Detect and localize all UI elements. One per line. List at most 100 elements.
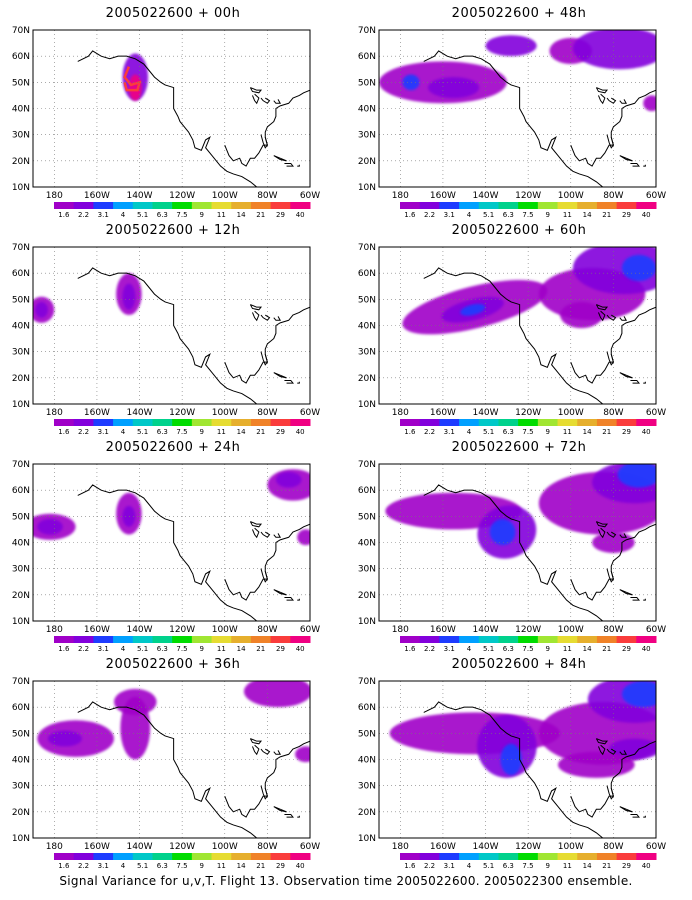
colorbar-swatch [400,853,421,860]
colorbar-label: 40 [296,428,305,434]
lat-tick-label: 50N [12,512,30,522]
colorbar-label: 40 [296,862,305,868]
colorbar-swatch [498,636,519,643]
coastline [606,785,614,800]
colorbar-swatch [419,419,440,426]
colorbar-label: 7.5 [176,645,187,651]
lat-tick-label: 30N [358,131,376,141]
map-frame [378,246,657,405]
colorbar-label: 40 [296,645,305,651]
coastline [643,381,646,384]
map-canvas: 70N 60N 50N 40N 30N 20N 10N 180 160W 140W 120W 100W… [12,677,320,868]
coastline [224,523,310,601]
map-frame [378,463,657,622]
lon-tick-label: 120W [515,842,541,852]
map-frame [32,246,311,405]
coastline [598,310,606,322]
colorbar-swatch [290,419,311,426]
coastline [260,531,271,538]
colorbar-swatch [231,202,252,209]
colorbar-label: 1.6 [58,211,70,217]
colorbar-label: 7.5 [522,862,533,868]
colorbar-swatch [270,419,291,426]
variance-contour [243,681,310,708]
colorbar-label: 4 [467,428,472,434]
colorbar-label: 4 [467,211,472,217]
colorbar-label: 9 [545,428,549,434]
colorbar-label: 2.2 [424,428,435,434]
lat-tick-label: 30N [358,348,376,358]
variance-contour [621,254,656,282]
colorbar-label: 21 [256,645,265,651]
coastline [606,97,617,104]
lat-tick-label: 40N [358,756,376,766]
lon-tick-label: 60W [646,191,666,201]
colorbar-label: 29 [276,862,285,868]
colorbar-label: 14 [237,211,246,217]
colorbar-swatch [132,202,153,209]
colorbar-label: 21 [602,645,611,651]
variance-contour [297,529,310,546]
colorbar-label: 2.2 [78,862,89,868]
coastline [630,162,641,167]
lat-tick-label: 40N [12,539,30,549]
coastline [249,87,263,94]
colorbar-swatch [439,636,460,643]
colorbar-swatch [113,202,134,209]
map-panel-36h: 70N 60N 50N 40N 30N 20N 10N 180 160W 140W 120W 100W… [0,651,346,868]
colorbar-swatch [73,419,94,426]
coastline [423,50,610,187]
lat-tick-label: 50N [12,729,30,739]
coastline [423,484,610,621]
lat-tick-label: 20N [358,591,376,601]
lat-tick-label: 70N [12,677,30,687]
lat-tick-label: 60N [358,703,376,713]
lon-tick-label: 180 [46,842,63,852]
lon-tick-label: 80W [257,408,277,418]
colorbar-label: 14 [583,862,592,868]
variance-contour [557,751,635,778]
panel-title: 2005022600 + 36h [105,657,241,672]
coastline [643,598,646,601]
colorbar-swatch [211,202,232,209]
colorbar-swatch [596,636,618,643]
colorbar-swatch [73,636,94,643]
lon-tick-label: 140W [472,842,498,852]
colorbar-swatch [439,853,460,860]
colorbar-label: 29 [622,428,631,434]
lat-tick-label: 40N [358,322,376,332]
colorbar-swatch [211,636,232,643]
lat-tick-label: 10N [358,834,376,844]
coastline [77,267,264,404]
colorbar-swatch [152,202,173,209]
colorbar-label: 21 [256,428,265,434]
variance-contour [47,730,83,747]
colorbar-swatch [596,853,618,860]
map-frame [32,463,311,622]
lon-tick-label: 120W [515,625,541,635]
colorbar-label: 2.2 [424,211,435,217]
coastline [570,523,656,601]
figure-caption: Signal Variance for u,v,T. Flight 13. Ob… [59,874,633,888]
colorbar-label: 14 [237,862,246,868]
lon-tick-label: 140W [126,408,152,418]
colorbar-swatch [518,853,539,860]
colorbar-swatch [419,853,440,860]
colorbar-label: 6.3 [503,211,514,217]
lat-tick-label: 20N [358,374,376,384]
colorbar-swatch [54,853,75,860]
coastline [595,738,609,745]
coastline [249,738,263,745]
coastline [606,314,617,321]
coastline [260,748,271,755]
lat-tick-label: 30N [12,348,30,358]
colorbar-label: 2.2 [78,211,89,217]
colorbar-label: 1.6 [404,862,416,868]
colorbar-swatch [270,636,291,643]
colorbar-label: 11 [217,211,226,217]
lat-tick-label: 60N [12,486,30,496]
colorbar-swatch [419,202,440,209]
lat-tick-label: 30N [12,782,30,792]
colorbar-label: 5.1 [137,428,148,434]
coastline [630,813,641,818]
